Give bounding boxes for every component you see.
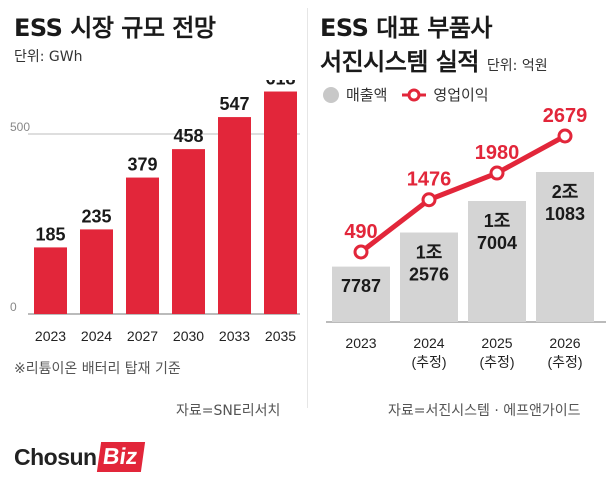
bar: [172, 149, 205, 314]
operating-profit-point: [353, 244, 369, 260]
revenue-value-label-line1: 1조: [484, 211, 511, 231]
left-chart-title: ESS 시장 규모 전망: [14, 14, 216, 42]
x-tick-label: 2023: [345, 335, 376, 351]
operating-profit-line: [359, 133, 567, 254]
operating-profit-label: 490: [344, 221, 377, 243]
bar: [218, 117, 251, 314]
legend-item-operating-profit: 영업이익: [401, 84, 489, 105]
gray-circle-icon: [323, 86, 339, 103]
x-tick-label: 2027: [127, 328, 158, 344]
bar-value-label: 379: [127, 155, 157, 175]
ess-market-bar-chart: 500 0 185 2023 235 2024 379 2027 458 2030 547 2033 6…: [10, 80, 300, 344]
legend-label-revenue: 매출액: [346, 86, 388, 104]
right-chart-title-row: 서진시스템 실적 단위: 억원: [320, 42, 548, 77]
bar: [80, 229, 113, 314]
seojin-performance-chart: 778720231조25762024(추정)1조70042025(추정)2조10…: [326, 105, 606, 370]
revenue-value-label-line1: 2조: [552, 182, 579, 202]
x-tick-sublabel: (추정): [479, 354, 514, 370]
revenue-value-label: 7787: [341, 276, 381, 296]
chosunbiz-logo: Chosun Biz: [14, 440, 145, 474]
bar-value-label: 547: [219, 94, 249, 114]
x-tick-label: 2025: [481, 335, 512, 351]
right-chart-unit: 단위: 억원: [486, 58, 548, 74]
bar: [126, 177, 159, 314]
left-chart-note: ※리튬이온 배터리 탑재 기준: [14, 361, 181, 377]
x-tick-label: 2024: [81, 328, 112, 344]
logo-biz-text: Biz: [96, 442, 145, 472]
bar-value-label: 185: [35, 224, 65, 244]
bar: [34, 247, 67, 314]
revenue-value-label-line1: 1조: [416, 243, 443, 263]
revenue-value-label-line2: 1083: [545, 204, 585, 224]
red-line-marker-icon: [402, 88, 427, 101]
revenue-bar: [400, 232, 458, 322]
right-chart-title-line2: 서진시스템 실적: [320, 48, 479, 76]
y-tick-label: 500: [10, 120, 30, 134]
operating-profit-point: [489, 165, 505, 181]
left-chart-source: 자료=SNE리서치: [176, 403, 281, 419]
bar-value-label: 235: [81, 206, 111, 226]
left-chart-unit: 단위: GWh: [14, 49, 83, 65]
operating-profit-point: [421, 192, 437, 208]
revenue-bar: [468, 201, 526, 322]
y-tick-label: 0: [10, 300, 17, 314]
legend-label-operating-profit: 영업이익: [433, 86, 489, 104]
operating-profit-label: 2679: [543, 105, 588, 127]
revenue-value-label-line2: 7004: [477, 233, 517, 253]
right-chart-legend: 매출액 영업이익: [322, 84, 489, 105]
operating-profit-label: 1980: [475, 142, 520, 164]
right-chart-title-line1: ESS 대표 부품사: [320, 14, 493, 42]
x-tick-label: 2024: [413, 335, 444, 351]
bar-value-label: 458: [173, 126, 203, 146]
revenue-value-label-line2: 2576: [409, 265, 449, 285]
x-tick-label: 2030: [173, 328, 204, 344]
x-tick-label: 2026: [549, 335, 580, 351]
x-tick-sublabel: (추정): [547, 354, 582, 370]
panel-divider: [307, 8, 308, 408]
logo-chosun-text: Chosun: [14, 443, 97, 470]
right-chart-source: 자료=서진시스템 · 에프앤가이드: [388, 403, 581, 419]
x-tick-label: 2033: [219, 328, 250, 344]
revenue-bar: [332, 266, 390, 322]
operating-profit-label: 1476: [407, 169, 452, 191]
x-tick-label: 2023: [35, 328, 66, 344]
bar-value-label: 618: [265, 80, 295, 89]
bar: [264, 91, 297, 314]
revenue-bar: [536, 172, 594, 322]
operating-profit-point: [557, 128, 573, 144]
legend-item-revenue: 매출액: [322, 84, 387, 105]
x-tick-label: 2035: [265, 328, 296, 344]
x-tick-sublabel: (추정): [411, 354, 446, 370]
